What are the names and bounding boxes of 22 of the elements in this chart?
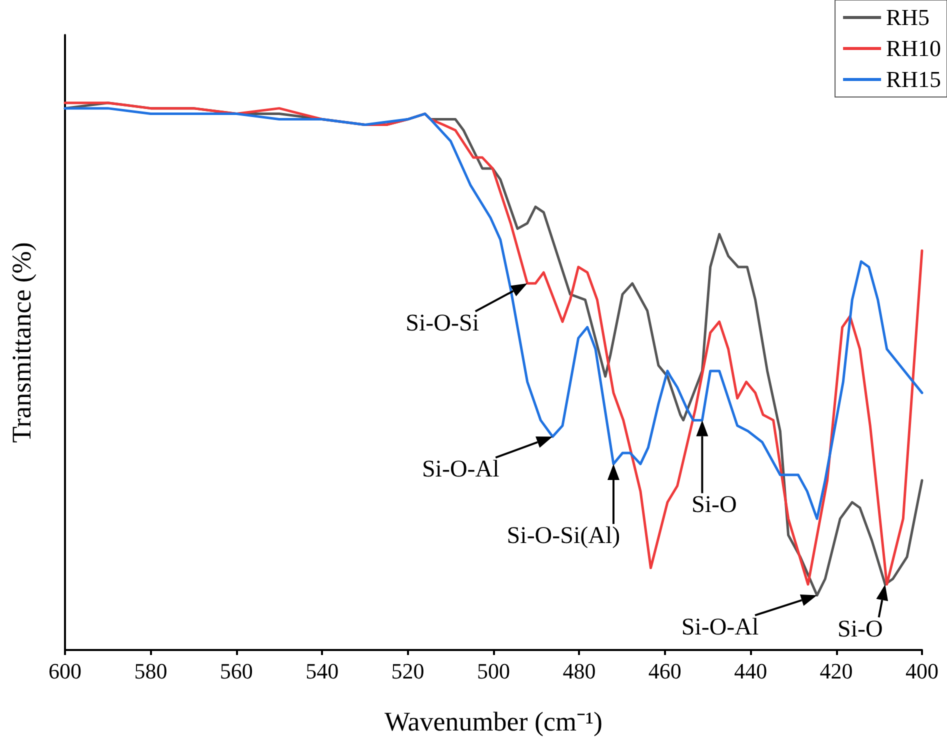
x-tick-label: 440 — [734, 658, 768, 684]
legend-label: RH5 — [886, 5, 930, 30]
x-tick-label: 540 — [306, 658, 339, 684]
annotation: Si-O-Al — [422, 456, 500, 483]
annotation: Si-O-Si(Al) — [506, 522, 620, 549]
x-tick-label: 400 — [906, 658, 938, 684]
x-tick-label: 460 — [648, 658, 682, 684]
legend-label: RH15 — [886, 67, 941, 92]
x-tick-label: 420 — [820, 658, 853, 684]
annotation: Si-O-Si — [406, 310, 480, 336]
x-tick-label: 600 — [48, 658, 82, 684]
x-tick-label: 480 — [562, 658, 596, 684]
x-axis-title: Wavenumber (cm⁻¹) — [384, 706, 603, 736]
annotation: Si-O-Al — [681, 614, 760, 640]
annotation: Si-O — [837, 616, 883, 642]
annotation: Si-O — [692, 492, 737, 518]
legend-label: RH10 — [886, 36, 941, 61]
x-tick-label: 520 — [391, 658, 424, 684]
y-axis-title: Transmittance (%) — [6, 242, 36, 443]
x-tick-label: 580 — [134, 658, 168, 684]
x-tick-label: 500 — [477, 658, 510, 684]
x-tick-label: 560 — [220, 658, 253, 684]
